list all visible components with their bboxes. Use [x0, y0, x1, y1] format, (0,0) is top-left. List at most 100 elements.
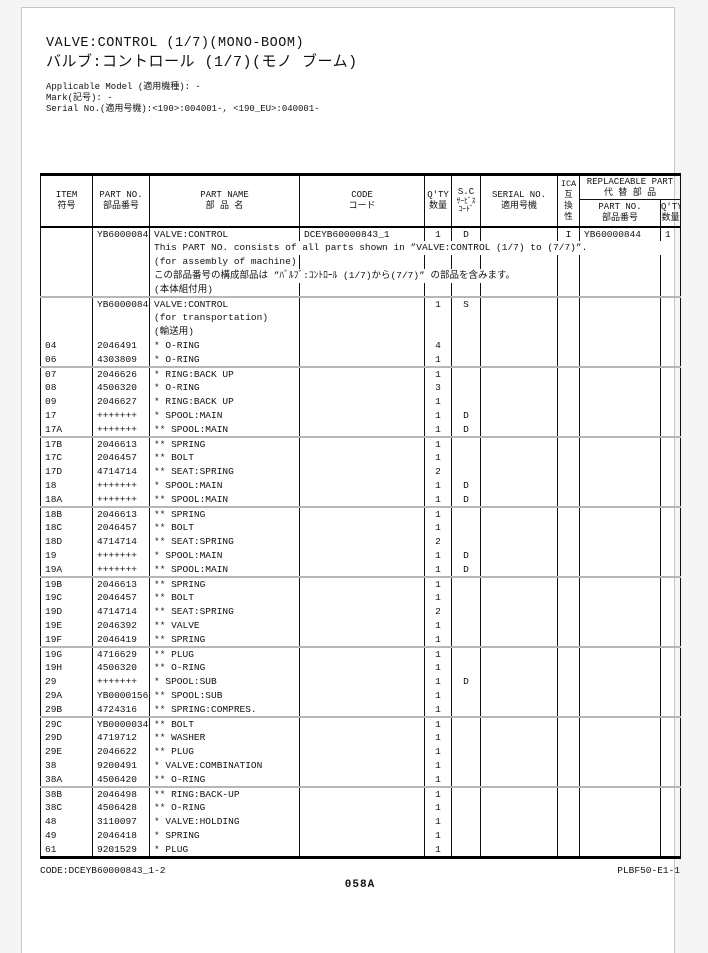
cell-serial	[480, 295, 558, 311]
cell-name: * O-RING	[149, 338, 300, 353]
cell-item: 18C	[40, 520, 93, 535]
document-page: VALVE:CONTROL (1/7)(MONO-BOOM) バルブ:コントロー…	[21, 7, 682, 953]
cell-item: 61	[40, 842, 93, 857]
cell-serial	[480, 534, 558, 549]
cell-code	[299, 744, 425, 759]
cell-rpno	[579, 645, 661, 661]
cell-qty: 1	[424, 226, 452, 241]
cell-serial	[480, 380, 558, 395]
cell-item	[40, 310, 93, 325]
cell-item: 19D	[40, 604, 93, 619]
cell-item: 18	[40, 478, 93, 493]
cell-rqty	[660, 645, 681, 661]
cell-rpno	[579, 505, 661, 521]
cell-item	[40, 295, 93, 311]
cell-serial	[480, 464, 558, 479]
table-row: 29D 4719712 ** WASHER 1	[40, 730, 681, 745]
cell-serial	[480, 478, 558, 493]
cell-item: 29B	[40, 702, 93, 717]
cell-ica	[557, 324, 580, 339]
cell-rpno	[579, 268, 661, 283]
cell-code	[299, 408, 425, 423]
cell-rpno	[579, 408, 661, 423]
cell-item: 18B	[40, 505, 93, 521]
cell-serial	[480, 785, 558, 801]
table-row: 09 2046627 * RING:BACK UP 1	[40, 394, 681, 409]
cell-qty: 2	[424, 464, 452, 479]
cell-rqty	[661, 325, 681, 339]
cell-pno: 4506320	[92, 380, 150, 395]
cell-serial	[480, 282, 558, 297]
cell-ica	[557, 520, 580, 535]
table-row: 19 +++++++ * SPOOL:MAIN 1 D	[40, 548, 681, 563]
cell-pno: 9200491	[92, 758, 150, 773]
table-row: 19F 2046419 ** SPRING 1	[40, 632, 681, 647]
cell-code	[299, 505, 425, 521]
cell-item: 48	[40, 814, 93, 829]
cell-ica	[557, 365, 580, 381]
cell-name: ** PLUG	[149, 645, 300, 661]
cell-name: ** WASHER	[149, 730, 300, 745]
cell-rpno	[579, 478, 661, 493]
cell-qty: 1	[424, 660, 452, 675]
cell-sc	[451, 758, 481, 773]
cell-pno: 2046498	[92, 785, 150, 801]
table-row: YB60000843 VALVE:CONTROL DCEYB60000843_1 1 D…	[40, 226, 681, 241]
cell-ica	[557, 744, 580, 759]
cell-serial	[480, 688, 558, 703]
cell-item: 07	[40, 365, 93, 381]
cell-qty: 1	[424, 632, 452, 647]
cell-name: (本体組付用)	[149, 282, 300, 297]
cell-rpno	[579, 394, 661, 409]
cell-rqty	[661, 465, 681, 479]
cell-rqty	[661, 283, 681, 297]
cell-rpno	[579, 758, 661, 773]
cell-ica	[557, 575, 580, 591]
cell-ica	[557, 338, 580, 353]
cell-sc	[451, 450, 481, 465]
serial-no-line: Serial No.(適用号機):<190>:004001-, <190_EU>…	[46, 104, 320, 114]
cell-code	[299, 478, 425, 493]
cell-qty: 1	[424, 744, 452, 759]
col-header-part-no: PART NO. 部品番号	[92, 174, 150, 227]
cell-code	[299, 632, 425, 647]
cell-item: 29A	[40, 688, 93, 703]
cell-name: この部品番号の構成部品は ”ﾊﾞﾙﾌﾞ:ｺﾝﾄﾛｰﾙ (1/7)から(7/7)”…	[149, 268, 558, 283]
cell-sc	[451, 828, 481, 843]
cell-qty: 1	[424, 408, 452, 423]
table-row: 19C 2046457 ** BOLT 1	[40, 590, 681, 605]
cell-code	[299, 422, 425, 437]
cell-serial	[480, 365, 558, 381]
cell-rpno	[579, 464, 661, 479]
cell-sc: D	[451, 408, 481, 423]
cell-qty: 1	[424, 674, 452, 689]
cell-sc	[451, 534, 481, 549]
cell-name: * SPOOL:MAIN	[149, 408, 300, 423]
table-row: 06 4303809 * O-RING 1	[40, 352, 681, 367]
cell-qty	[424, 310, 452, 325]
cell-pno	[92, 282, 150, 297]
cell-pno: YB60000844	[92, 295, 150, 311]
cell-ica	[557, 492, 580, 507]
cell-name: ** RING:BACK-UP	[149, 785, 300, 801]
cell-sc	[451, 702, 481, 717]
cell-rpno	[579, 688, 661, 703]
cell-sc	[451, 772, 481, 787]
cell-rqty	[661, 843, 681, 858]
col-header-sc: S.C ｻｰﾋﾞｽ ｺｰﾄﾞ	[451, 174, 481, 227]
cell-ica	[557, 772, 580, 787]
cell-code	[299, 604, 425, 619]
cell-pno: 2046626	[92, 365, 150, 381]
cell-sc	[451, 744, 481, 759]
table-row: 19A +++++++ ** SPOOL:MAIN 1 D	[40, 562, 681, 577]
footer-code: CODE:DCEYB60000843_1-2	[40, 865, 166, 876]
cell-name: ** SPRING	[149, 575, 300, 591]
cell-item: 19	[40, 548, 93, 563]
cell-rpno	[579, 365, 661, 381]
col-header-ica: ICA 互 換 性	[557, 174, 580, 227]
table-row: 17C 2046457 ** BOLT 1	[40, 450, 681, 465]
cell-serial	[480, 604, 558, 619]
cell-rpno	[579, 310, 661, 325]
cell-serial	[480, 842, 558, 857]
cell-pno: YB00000344	[92, 715, 150, 731]
